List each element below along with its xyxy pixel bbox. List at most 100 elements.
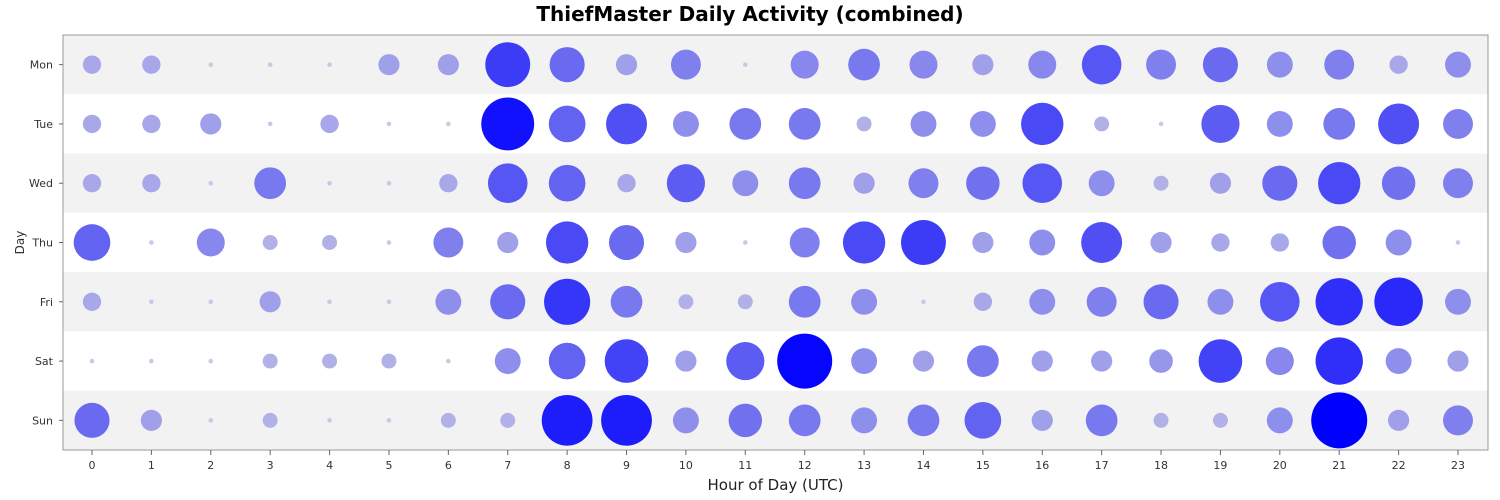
bubble-point xyxy=(73,224,111,261)
bubble-point xyxy=(1211,233,1230,252)
bubble-point xyxy=(548,164,586,202)
bubble-point xyxy=(1443,168,1473,199)
bubble-point xyxy=(381,353,397,369)
bubble-point xyxy=(848,48,880,81)
bubble-point xyxy=(149,358,154,364)
bubble-point xyxy=(907,404,940,437)
bubble-point xyxy=(497,231,519,254)
bubble-point xyxy=(617,174,636,193)
bubble-point xyxy=(1322,225,1356,260)
bubble-point xyxy=(1374,277,1423,327)
x-tick-label: 13 xyxy=(857,459,871,472)
bubble-point xyxy=(675,350,697,372)
bubble-point xyxy=(82,114,102,134)
bubble-point xyxy=(200,113,222,135)
bubble-point xyxy=(851,348,878,375)
bubble-point xyxy=(1381,166,1416,200)
bubble-point xyxy=(1088,170,1115,197)
x-tick-label: 21 xyxy=(1332,459,1346,472)
bubble-point xyxy=(1266,407,1293,434)
bubble-point xyxy=(1262,165,1298,201)
bubble-point xyxy=(726,341,765,381)
bubble-point xyxy=(672,407,699,434)
x-tick-label: 18 xyxy=(1154,459,1168,472)
bubble-point xyxy=(259,291,281,313)
y-tick-label: Fri xyxy=(40,296,53,309)
bubble-point xyxy=(1447,350,1469,372)
bubble-point xyxy=(966,345,999,377)
x-tick-label: 7 xyxy=(504,459,511,472)
bubble-point xyxy=(1443,405,1473,436)
bubble-point xyxy=(485,42,531,88)
x-tick-label: 15 xyxy=(976,459,990,472)
x-tick-label: 10 xyxy=(679,459,693,472)
bubble-point xyxy=(1207,288,1234,315)
bubble-point xyxy=(494,348,521,375)
bubble-point xyxy=(777,333,833,389)
row-band xyxy=(63,35,1488,95)
y-tick-label: Sun xyxy=(32,414,53,427)
bubble-point xyxy=(142,55,161,74)
x-tick-label: 22 xyxy=(1392,459,1406,472)
x-axis-label: Hour of Day (UTC) xyxy=(708,476,844,494)
bubble-point xyxy=(1311,392,1368,449)
x-tick-label: 0 xyxy=(89,459,96,472)
bubble-point xyxy=(1266,51,1293,78)
bubble-point xyxy=(142,114,161,134)
bubble-point xyxy=(856,116,872,132)
bubble-point xyxy=(909,50,938,79)
x-tick-label: 11 xyxy=(738,459,752,472)
bubble-point xyxy=(267,62,273,67)
bubble-point xyxy=(851,288,878,315)
bubble-point xyxy=(446,358,451,364)
bubble-point xyxy=(610,285,643,318)
bubble-point xyxy=(545,221,589,264)
bubble-point xyxy=(320,114,339,134)
bubble-point xyxy=(788,404,821,437)
bubble-point xyxy=(1198,339,1243,383)
bubble-point xyxy=(327,62,332,67)
bubble-point xyxy=(435,288,462,315)
bubble-point xyxy=(1158,121,1164,127)
x-tick-label: 3 xyxy=(267,459,274,472)
bubble-point xyxy=(1094,116,1110,132)
bubble-point xyxy=(1315,337,1363,385)
bubble-point xyxy=(487,163,528,204)
chart-title: ThiefMaster Daily Activity (combined) xyxy=(536,2,964,26)
bubble-point xyxy=(1378,103,1420,145)
bubble-point xyxy=(149,240,154,245)
bubble-point xyxy=(262,353,278,369)
bubble-point xyxy=(386,121,392,127)
bubble-point xyxy=(910,110,937,137)
x-tick-label: 23 xyxy=(1451,459,1465,472)
bubble-point xyxy=(615,54,638,76)
bubble-point xyxy=(544,278,591,325)
x-tick-label: 20 xyxy=(1273,459,1287,472)
bubble-point xyxy=(1143,284,1179,320)
row-band xyxy=(63,153,1488,213)
bubble-point xyxy=(1081,44,1122,85)
bubble-point xyxy=(386,180,392,186)
row-band xyxy=(63,331,1488,391)
bubble-point xyxy=(1324,49,1355,80)
bubble-point xyxy=(254,167,287,200)
bubble-point xyxy=(208,62,214,67)
bubble-point xyxy=(327,180,332,186)
y-tick-label: Wed xyxy=(29,177,53,190)
bubble-point xyxy=(1270,233,1289,252)
bubble-point xyxy=(964,402,1002,439)
bubble-point xyxy=(788,167,821,200)
bubble-point xyxy=(912,350,935,372)
bubble-point xyxy=(1388,409,1410,431)
bubble-point xyxy=(1149,349,1173,373)
bubble-point xyxy=(142,174,161,193)
bubble-point xyxy=(973,292,993,311)
bubble-point xyxy=(666,164,705,203)
bubble-point xyxy=(490,284,526,320)
bubble-point xyxy=(966,166,1000,200)
bubble-point xyxy=(1445,288,1471,315)
bubble-point xyxy=(601,394,652,446)
x-tick-label: 1 xyxy=(148,459,155,472)
x-tick-label: 5 xyxy=(385,459,392,472)
